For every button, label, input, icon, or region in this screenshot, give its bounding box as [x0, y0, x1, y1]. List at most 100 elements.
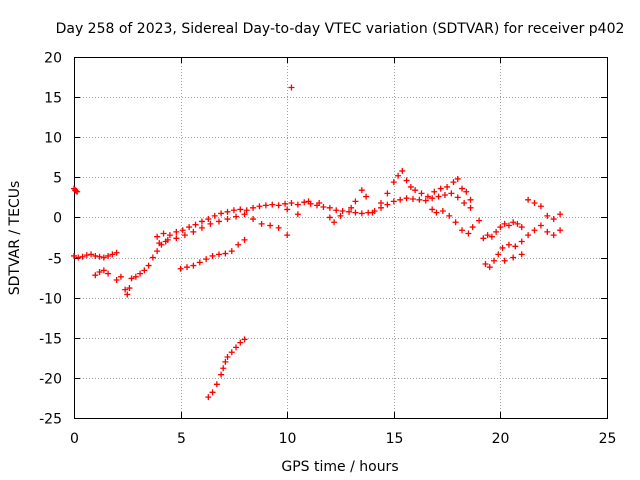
data-point	[348, 204, 355, 211]
series-early-dip	[92, 238, 169, 298]
data-point	[256, 203, 263, 210]
series-start-cluster	[71, 185, 81, 195]
data-point	[141, 267, 148, 274]
data-point	[124, 291, 131, 298]
x-tick-label: 0	[70, 431, 79, 447]
data-point	[275, 202, 282, 209]
data-point	[467, 204, 474, 211]
data-point	[126, 285, 133, 292]
data-point	[491, 257, 498, 264]
data-point	[237, 206, 244, 213]
data-point	[418, 190, 425, 197]
data-point	[105, 270, 112, 277]
data-point	[160, 230, 167, 237]
data-point	[179, 227, 186, 234]
data-point	[369, 209, 376, 216]
data-point	[209, 389, 216, 396]
data-point	[154, 248, 161, 255]
series-mid-scatter	[284, 167, 483, 237]
data-point	[258, 220, 265, 227]
x-tick-label: 25	[599, 431, 617, 447]
data-point	[339, 208, 346, 215]
data-point	[452, 219, 459, 226]
data-point	[250, 204, 257, 211]
data-point	[156, 240, 163, 247]
data-point	[537, 203, 544, 210]
data-point	[282, 200, 289, 207]
data-point	[288, 84, 295, 91]
data-point	[154, 233, 161, 240]
data-point	[463, 188, 470, 195]
data-point	[488, 233, 495, 240]
data-point	[186, 224, 193, 231]
series-early-flat	[71, 249, 120, 261]
data-point	[384, 201, 391, 208]
data-point	[275, 224, 282, 231]
data-point	[96, 253, 103, 260]
data-point	[320, 204, 327, 211]
data-point	[531, 227, 538, 234]
data-point	[74, 188, 81, 195]
data-point	[284, 206, 291, 213]
data-point	[173, 228, 180, 235]
data-point	[230, 207, 237, 214]
data-point	[518, 224, 525, 231]
data-point	[431, 188, 438, 195]
data-point	[448, 190, 455, 197]
data-point	[429, 206, 436, 213]
data-point	[397, 196, 404, 203]
data-point	[399, 167, 406, 174]
series-deep-branch	[205, 336, 248, 401]
data-point	[83, 252, 90, 259]
data-point	[88, 251, 95, 258]
data-point	[105, 252, 112, 259]
data-point	[422, 197, 429, 204]
data-point	[205, 394, 212, 401]
data-point	[224, 208, 231, 215]
data-point	[75, 254, 82, 261]
series-secondary-band	[156, 211, 291, 247]
y-tick-label: -20	[39, 372, 62, 388]
y-tick-label: -10	[39, 292, 62, 308]
data-point	[92, 272, 99, 279]
y-tick-label: 20	[44, 51, 62, 67]
data-point	[358, 210, 365, 217]
data-point	[305, 198, 312, 205]
data-point	[525, 196, 532, 203]
data-point	[132, 273, 139, 280]
data-point	[531, 200, 538, 207]
data-point	[510, 254, 517, 261]
data-point	[514, 220, 521, 227]
data-point	[269, 201, 276, 208]
data-point	[333, 207, 340, 214]
data-point	[79, 253, 86, 260]
data-point	[241, 336, 248, 343]
data-point	[100, 254, 107, 261]
data-point	[128, 275, 135, 282]
data-point	[433, 209, 440, 216]
data-points	[71, 84, 564, 401]
data-point	[166, 232, 173, 239]
data-point	[461, 200, 468, 207]
data-point	[469, 224, 476, 231]
data-point	[501, 220, 508, 227]
data-point	[378, 200, 385, 207]
data-point	[537, 222, 544, 229]
data-point	[192, 221, 199, 228]
data-point	[482, 260, 489, 267]
data-point	[444, 183, 451, 190]
series-outlier	[288, 84, 295, 91]
data-point	[213, 381, 220, 388]
data-point	[437, 185, 444, 192]
data-point	[100, 267, 107, 274]
data-point	[550, 216, 557, 223]
data-point	[501, 257, 508, 264]
data-point	[557, 227, 564, 234]
data-point	[512, 243, 519, 250]
data-point	[435, 193, 442, 200]
data-point	[205, 216, 212, 223]
data-point	[284, 232, 291, 239]
data-point	[467, 196, 474, 203]
